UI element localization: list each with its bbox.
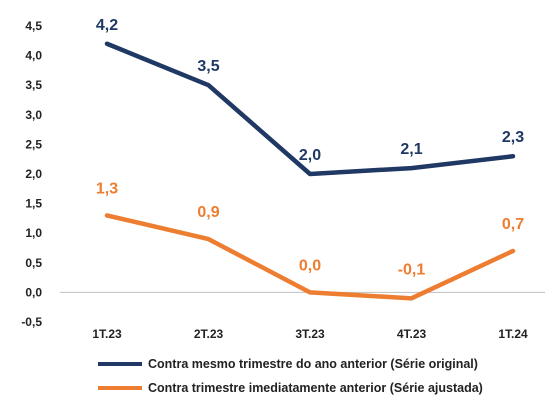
- series-line: [104, 41, 516, 177]
- x-tick-label: 1T.24: [498, 327, 528, 341]
- data-label: 0,0: [299, 257, 321, 274]
- y-tick-label: 2,5: [25, 137, 42, 151]
- series-line: [104, 213, 516, 301]
- data-label: 2,0: [299, 147, 321, 164]
- y-tick-label: 2,0: [25, 167, 42, 181]
- x-tick-label: 2T.23: [194, 327, 224, 341]
- x-tick-label: 3T.23: [295, 327, 325, 341]
- y-tick-label: -0,5: [21, 315, 42, 329]
- y-tick-label: 3,0: [25, 108, 42, 122]
- data-label: 2,1: [400, 141, 422, 158]
- y-tick-label: 1,0: [25, 226, 42, 240]
- legend-label-original: Contra mesmo trimestre do ano anterior (…: [148, 357, 478, 371]
- y-tick-label: 4,0: [25, 49, 42, 63]
- y-tick-label: 0,5: [25, 256, 42, 270]
- y-tick-label: 3,5: [25, 78, 42, 92]
- y-tick-label: 4,5: [25, 19, 42, 33]
- legend-label-adjusted: Contra trimestre imediatamente anterior …: [148, 381, 483, 395]
- data-label: -0,1: [398, 261, 426, 278]
- series-lines: [104, 41, 516, 301]
- y-tick-label: 1,5: [25, 197, 42, 211]
- x-tick-label: 4T.23: [397, 327, 427, 341]
- data-labels: 4,2 3,5 2,0 2,1 2,3 1,3 0,9 0,0 -0,1 0,7: [96, 17, 524, 279]
- x-axis: 1T.23 2T.23 3T.23 4T.23 1T.24: [92, 327, 528, 341]
- legend-item-adjusted: Contra trimestre imediatamente anterior …: [98, 379, 548, 397]
- x-tick-label: 1T.23: [92, 327, 122, 341]
- data-label: 1,3: [96, 180, 118, 197]
- y-tick-label: 0,0: [25, 285, 42, 299]
- data-label: 3,5: [197, 58, 219, 75]
- legend-swatch-original: [98, 362, 142, 366]
- legend-swatch-adjusted: [98, 386, 142, 390]
- y-axis: 4,5 4,0 3,5 3,0 2,5 2,0 1,5 1,0 0,5 0,0 -0,5: [21, 19, 42, 329]
- data-label: 2,3: [502, 129, 524, 146]
- legend-item-original: Contra mesmo trimestre do ano anterior (…: [98, 355, 548, 373]
- data-label: 0,7: [502, 216, 524, 233]
- data-label: 0,9: [197, 204, 219, 221]
- data-label: 4,2: [96, 17, 118, 34]
